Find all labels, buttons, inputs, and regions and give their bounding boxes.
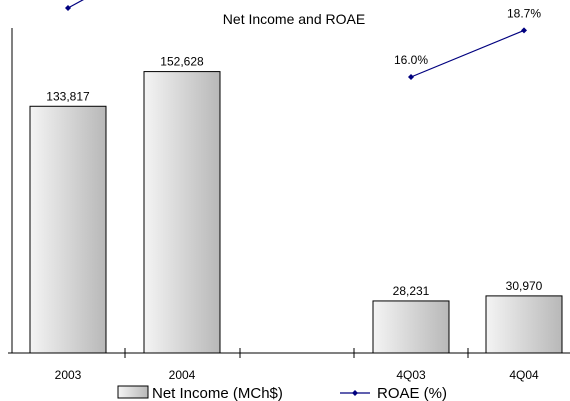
x-tick-label: 2004 [169, 368, 196, 382]
roae-value-label: 16.0% [394, 53, 428, 67]
bar-value-label: 152,628 [160, 55, 204, 69]
bar-value-label: 28,231 [393, 284, 430, 298]
bar-2003 [29, 105, 107, 354]
chart-title: Net Income and ROAE [223, 11, 365, 27]
legend-label-roae: ROAE (%) [377, 385, 447, 401]
bar-value-label: 30,970 [506, 279, 543, 293]
bar-value-label: 133,817 [46, 89, 90, 103]
legend-bar-swatch [117, 385, 149, 399]
x-tick-label: 4Q03 [396, 368, 426, 382]
bar-2004 [143, 71, 221, 354]
roae-value-label: 18.7% [507, 6, 541, 20]
roae-point [408, 74, 414, 80]
legend-line-marker [352, 390, 358, 396]
roae-point [521, 27, 527, 34]
legend: Net Income (MCh$) ROAE (%) [117, 385, 447, 401]
x-tick-label: 2003 [55, 368, 82, 382]
bar-4q03 [372, 300, 450, 354]
roae-line-segment [410, 29, 525, 78]
roae-point [65, 5, 71, 11]
bar-4q04 [485, 295, 563, 354]
legend-label-net-income: Net Income (MCh$) [152, 385, 283, 401]
x-tick-label: 4Q04 [509, 368, 539, 382]
roae-line-segment [67, 0, 84, 9]
